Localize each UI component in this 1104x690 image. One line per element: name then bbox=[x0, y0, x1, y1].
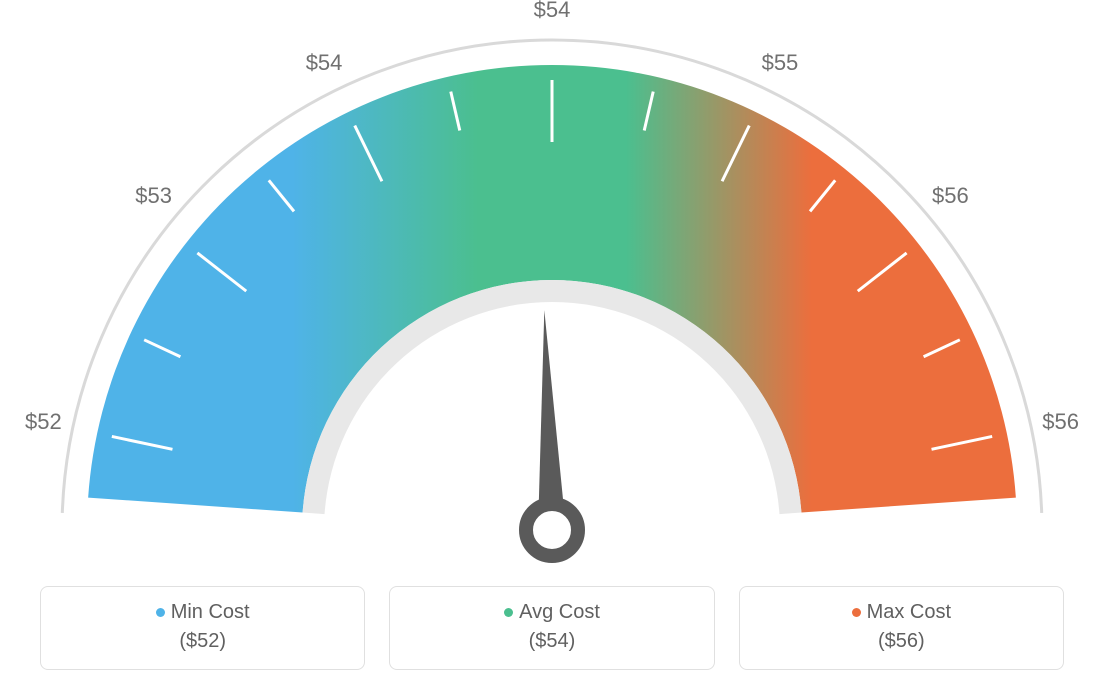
legend-avg-label-text: Avg Cost bbox=[519, 601, 600, 623]
legend-min-label: Min Cost bbox=[61, 601, 344, 624]
legend-min-box: Min Cost ($52) bbox=[40, 586, 365, 670]
legend-min-value: ($52) bbox=[61, 630, 344, 653]
gauge-chart: $52 $53 $54 $54 $55 $56 $56 bbox=[0, 0, 1104, 580]
legend-avg-label: Avg Cost bbox=[410, 601, 693, 624]
legend-max-dot bbox=[852, 608, 861, 617]
legend-max-label: Max Cost bbox=[760, 601, 1043, 624]
gauge-svg bbox=[0, 0, 1104, 580]
legend-row: Min Cost ($52) Avg Cost ($54) Max Cost (… bbox=[40, 586, 1064, 670]
legend-avg-dot bbox=[504, 608, 513, 617]
gauge-scale-label: $54 bbox=[534, 0, 571, 23]
legend-avg-box: Avg Cost ($54) bbox=[389, 586, 714, 670]
gauge-scale-label: $54 bbox=[306, 50, 343, 76]
gauge-scale-label: $53 bbox=[135, 183, 172, 209]
gauge-scale-label: $55 bbox=[762, 50, 799, 76]
legend-avg-value: ($54) bbox=[410, 630, 693, 653]
legend-min-label-text: Min Cost bbox=[171, 601, 250, 623]
legend-max-label-text: Max Cost bbox=[867, 601, 951, 623]
legend-max-value: ($56) bbox=[760, 630, 1043, 653]
gauge-scale-label: $56 bbox=[932, 183, 969, 209]
legend-max-box: Max Cost ($56) bbox=[739, 586, 1064, 670]
gauge-scale-label: $56 bbox=[1042, 409, 1079, 435]
gauge-scale-label: $52 bbox=[25, 409, 62, 435]
legend-min-dot bbox=[156, 608, 165, 617]
